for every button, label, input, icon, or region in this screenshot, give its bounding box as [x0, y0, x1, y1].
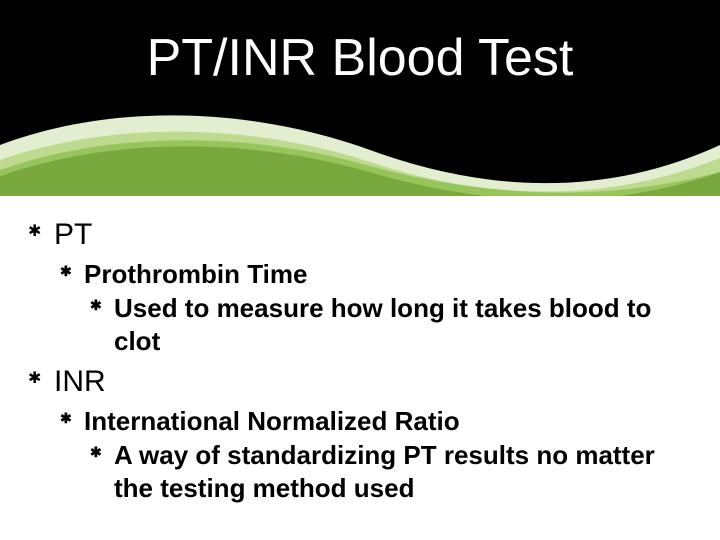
bullet-level-1: PT — [28, 216, 692, 254]
slide-body: PT Prothrombin Time Used to measure how … — [0, 196, 720, 510]
bullet-level-1: INR — [28, 363, 692, 401]
bullet-level-3: Used to measure how long it takes blood … — [28, 292, 692, 357]
slide-title: PT/INR Blood Test — [0, 28, 720, 88]
slide-header: PT/INR Blood Test — [0, 0, 720, 196]
bullet-level-3: A way of standardizing PT results no mat… — [28, 439, 692, 504]
bullet-level-2: Prothrombin Time — [28, 258, 692, 291]
bullet-level-2: International Normalized Ratio — [28, 405, 692, 438]
